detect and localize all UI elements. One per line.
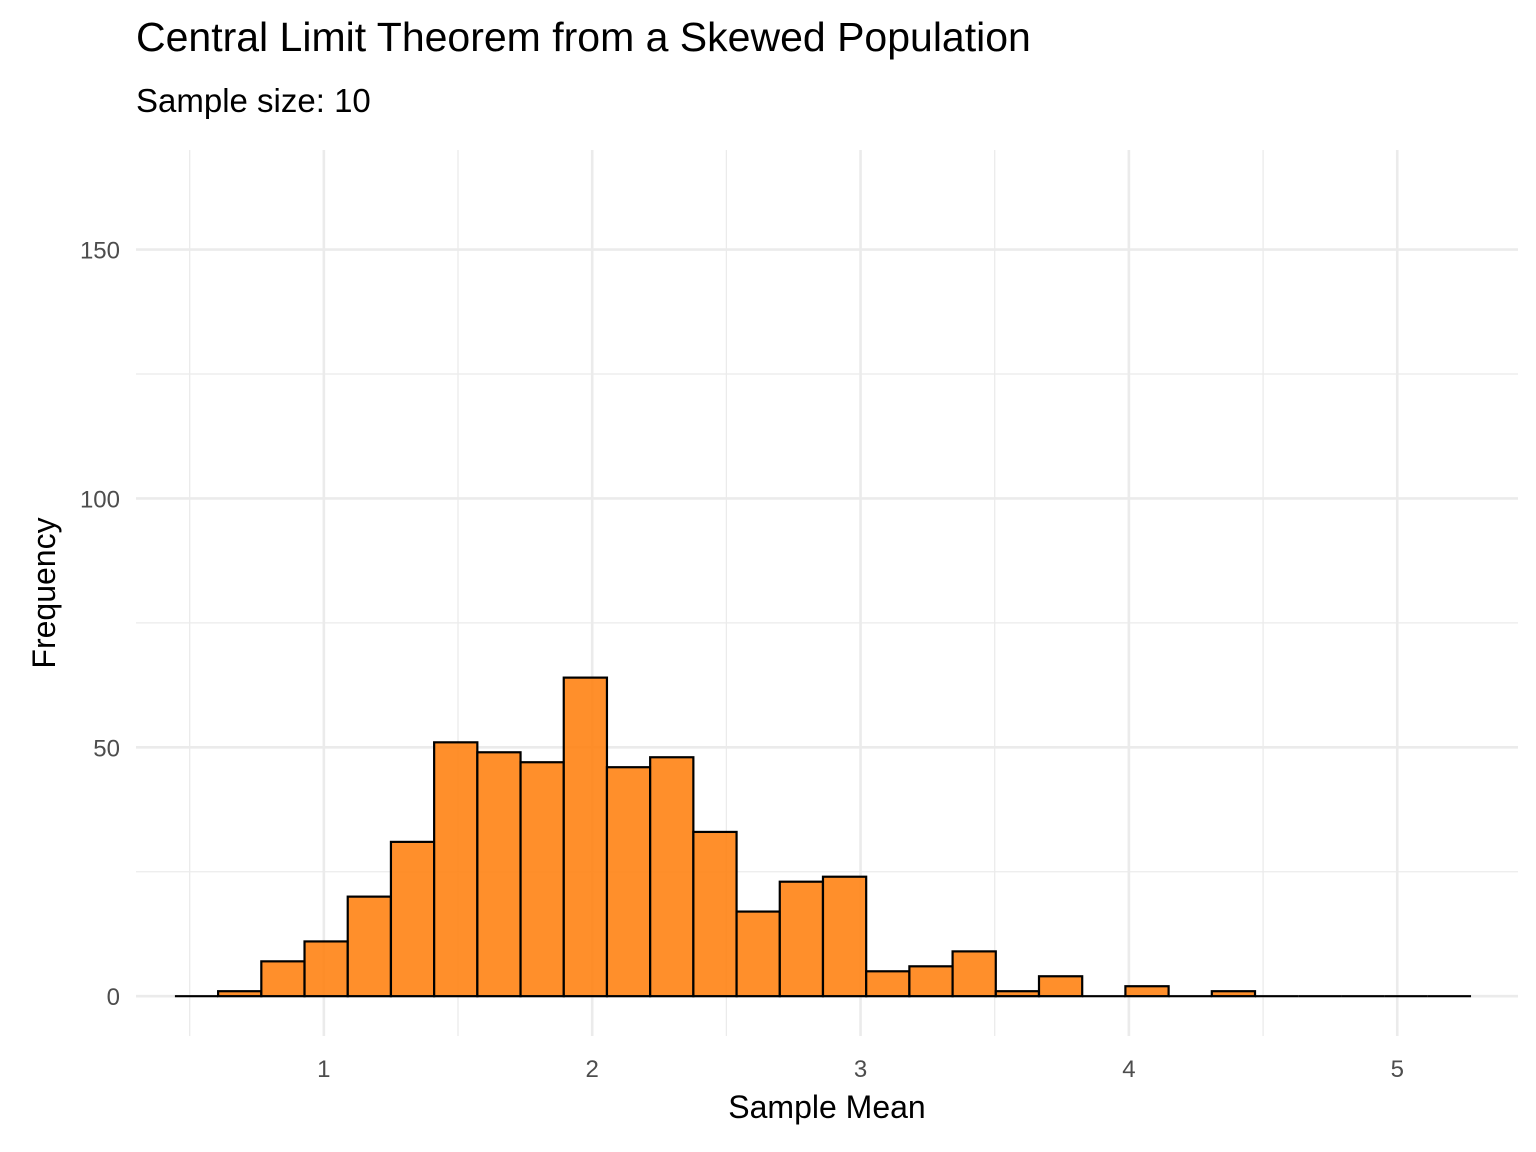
histogram-bar	[735, 910, 781, 998]
x-tick-label: 5	[1391, 1056, 1404, 1083]
histogram-bar	[476, 751, 522, 998]
y-tick-label: 100	[80, 486, 120, 513]
chart-subtitle: Sample size: 10	[136, 82, 371, 119]
y-tick-label: 50	[93, 735, 120, 762]
histogram-bar	[1124, 985, 1170, 998]
histogram-bar	[562, 676, 609, 998]
y-axis-title: Frequency	[26, 517, 62, 668]
histogram-bars	[174, 676, 1472, 998]
x-tick-label: 1	[317, 1056, 330, 1083]
histogram-bar	[1037, 975, 1084, 998]
histogram-bar	[951, 950, 997, 998]
histogram-bar	[260, 960, 306, 998]
histogram-bar	[605, 766, 652, 998]
histogram-bar	[389, 840, 436, 998]
histogram-bar	[865, 970, 911, 998]
histogram-bar	[649, 756, 695, 998]
chart-title: Central Limit Theorem from a Skewed Popu…	[136, 14, 1031, 60]
histogram-bar	[217, 990, 263, 998]
histogram-bar	[778, 880, 825, 998]
x-tick-label: 2	[586, 1056, 599, 1083]
histogram-bar	[303, 940, 349, 998]
histogram-bar	[994, 990, 1041, 998]
histogram-bar	[519, 761, 565, 998]
x-tick-label: 4	[1122, 1056, 1135, 1083]
y-tick-label: 150	[80, 238, 120, 265]
histogram-bar	[1210, 990, 1257, 998]
histogram-bar	[346, 895, 393, 998]
histogram-bar	[692, 830, 738, 998]
histogram-bar	[433, 741, 479, 998]
x-tick-label: 3	[854, 1056, 867, 1083]
histogram-bar	[908, 965, 954, 998]
y-tick-label: 0	[107, 984, 120, 1011]
x-axis-title: Sample Mean	[728, 1089, 925, 1125]
histogram-bar	[821, 875, 868, 998]
